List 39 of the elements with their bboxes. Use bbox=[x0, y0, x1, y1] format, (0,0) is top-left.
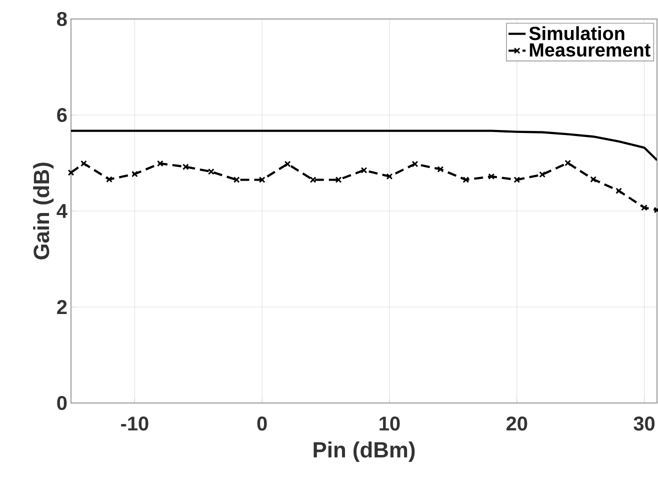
point bbox=[590, 176, 597, 183]
point bbox=[514, 176, 520, 184]
point bbox=[412, 160, 418, 168]
legend-label: Simulation bbox=[529, 26, 624, 40]
point bbox=[208, 168, 214, 175]
line-series bbox=[71, 130, 658, 162]
point bbox=[80, 160, 87, 167]
point bbox=[131, 170, 138, 178]
y-tick-label: 6 bbox=[57, 108, 67, 122]
point bbox=[539, 171, 546, 178]
point bbox=[284, 160, 291, 168]
x-axis-title: Pin (dBm) bbox=[314, 441, 415, 462]
x-tick-label: 10 bbox=[380, 416, 400, 431]
point bbox=[641, 204, 648, 211]
x-tick-label: -10 bbox=[121, 416, 148, 431]
point bbox=[182, 164, 189, 170]
point bbox=[437, 166, 444, 172]
x-tick-label: 30 bbox=[634, 416, 655, 431]
point bbox=[310, 176, 316, 184]
y-axis-title: Gain (dB) bbox=[33, 162, 54, 260]
point bbox=[106, 176, 112, 183]
y-tick-label: 8 bbox=[57, 12, 67, 26]
point bbox=[360, 166, 368, 174]
x-tick-label: 20 bbox=[506, 416, 528, 431]
point bbox=[564, 160, 572, 166]
y-tick-label: 0 bbox=[57, 396, 67, 410]
point bbox=[258, 176, 266, 184]
point bbox=[233, 176, 240, 184]
point bbox=[386, 173, 393, 180]
y-tick-label: 2 bbox=[57, 300, 67, 314]
x-tick-label: 0 bbox=[257, 416, 267, 431]
point bbox=[488, 173, 495, 180]
point bbox=[335, 176, 342, 184]
point bbox=[68, 169, 74, 176]
point bbox=[616, 188, 622, 194]
legend-label: Measurement bbox=[530, 43, 650, 57]
point bbox=[462, 176, 470, 184]
point bbox=[156, 160, 164, 167]
y-tick-label: 4 bbox=[56, 204, 68, 218]
